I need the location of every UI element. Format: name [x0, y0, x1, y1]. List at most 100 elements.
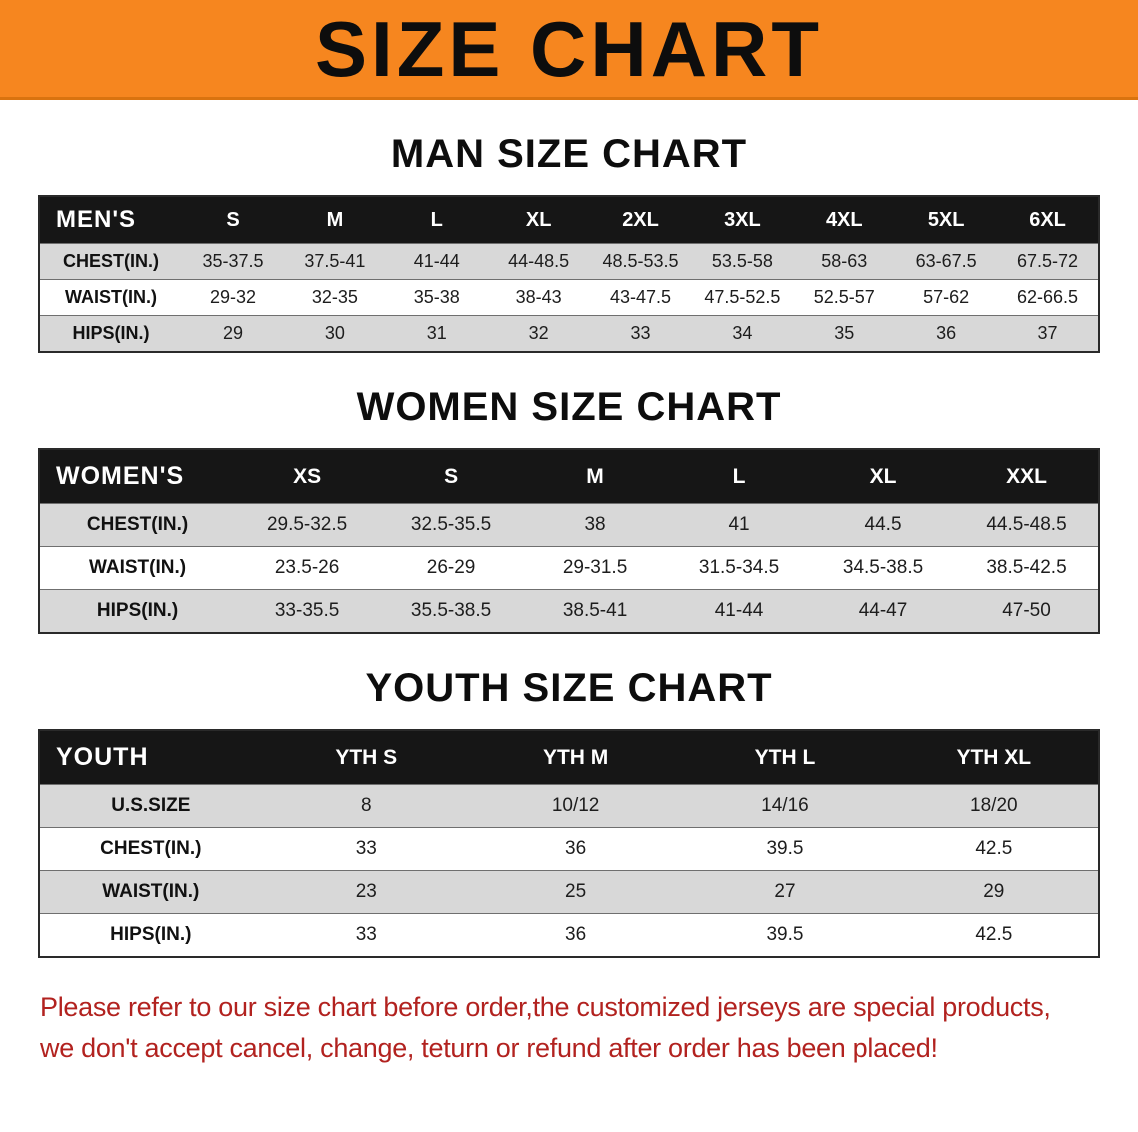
measurement-value: 39.5	[680, 913, 890, 958]
size-column-header: XS	[235, 448, 380, 504]
measurement-value: 38.5-41	[523, 589, 668, 634]
measurement-value: 31	[385, 315, 488, 353]
measurement-value: 29-31.5	[523, 546, 668, 590]
size-column-header: M	[283, 195, 386, 244]
size-column-header: YTH XL	[889, 729, 1099, 785]
measurement-label: CHEST(IN.)	[39, 503, 236, 547]
measurement-value: 35	[793, 315, 896, 353]
measurement-value: 42.5	[889, 913, 1099, 958]
size-column-header: 6XL	[997, 195, 1099, 244]
measurement-value: 8	[261, 784, 471, 828]
size-column-header: XL	[811, 448, 956, 504]
measurement-value: 30	[283, 315, 386, 353]
table-row: HIPS(IN.) 29 30 31 32 33 34 35 36 37	[39, 315, 1099, 353]
measurement-value: 33	[589, 315, 692, 353]
measurement-label: CHEST(IN.)	[39, 827, 262, 871]
measurement-value: 42.5	[889, 827, 1099, 871]
size-column-header: S	[182, 195, 284, 244]
size-column-header: 4XL	[793, 195, 896, 244]
table-row: WAIST(IN.) 23.5-26 26-29 29-31.5 31.5-34.5 34…	[39, 546, 1099, 590]
measurement-value: 29	[889, 870, 1099, 914]
women-section: WOMEN SIZE CHART WOMEN'S XS S M L XL XXL CHEST(…	[0, 385, 1138, 634]
size-column-header: 2XL	[589, 195, 692, 244]
disclaimer-line-1: Please refer to our size chart before or…	[40, 992, 1051, 1022]
measurement-value: 44-48.5	[487, 243, 590, 280]
banner: SIZE CHART	[0, 0, 1138, 100]
measurement-value: 33-35.5	[235, 589, 380, 634]
measurement-value: 35.5-38.5	[379, 589, 524, 634]
women-size-table: WOMEN'S XS S M L XL XXL CHEST(IN.) 29.5-32.5 32.5…	[38, 448, 1100, 634]
measurement-value: 34.5-38.5	[811, 546, 956, 590]
page-title: SIZE CHART	[315, 4, 823, 93]
measurement-value: 29-32	[182, 279, 284, 316]
measurement-value: 29	[182, 315, 284, 353]
size-column-header: 5XL	[895, 195, 998, 244]
measurement-value: 23	[261, 870, 471, 914]
measurement-value: 41-44	[385, 243, 488, 280]
table-title-cell: WOMEN'S	[39, 448, 236, 504]
measurement-value: 34	[691, 315, 794, 353]
measurement-value: 38-43	[487, 279, 590, 316]
measurement-value: 44.5	[811, 503, 956, 547]
measurement-value: 23.5-26	[235, 546, 380, 590]
table-row: CHEST(IN.) 35-37.5 37.5-41 41-44 44-48.5 48.5…	[39, 243, 1099, 280]
table-row: HIPS(IN.) 33 36 39.5 42.5	[39, 913, 1099, 958]
measurement-value: 39.5	[680, 827, 890, 871]
table-row: U.S.SIZE 8 10/12 14/16 18/20	[39, 784, 1099, 828]
measurement-value: 58-63	[793, 243, 896, 280]
measurement-value: 37	[997, 315, 1099, 353]
measurement-value: 36	[470, 913, 681, 958]
measurement-value: 36	[895, 315, 998, 353]
men-section: MAN SIZE CHART MEN'S S M L XL 2XL 3XL 4XL 5XL 6XL…	[0, 132, 1138, 353]
measurement-value: 57-62	[895, 279, 998, 316]
measurement-value: 29.5-32.5	[235, 503, 380, 547]
size-column-header: 3XL	[691, 195, 794, 244]
measurement-value: 18/20	[889, 784, 1099, 828]
size-column-header: L	[667, 448, 812, 504]
measurement-value: 14/16	[680, 784, 890, 828]
measurement-value: 27	[680, 870, 890, 914]
size-column-header: YTH S	[261, 729, 471, 785]
measurement-label: HIPS(IN.)	[39, 913, 262, 958]
measurement-label: WAIST(IN.)	[39, 870, 262, 914]
youth-section: YOUTH SIZE CHART YOUTH YTH S YTH M YTH L YTH…	[0, 666, 1138, 958]
disclaimer-line-2: we don't accept cancel, change, teturn o…	[40, 1033, 938, 1063]
table-title-cell: YOUTH	[39, 729, 262, 785]
table-header-row: YOUTH YTH S YTH M YTH L YTH XL	[39, 729, 1099, 785]
measurement-value: 38.5-42.5	[955, 546, 1099, 590]
measurement-value: 36	[470, 827, 681, 871]
size-column-header: L	[385, 195, 488, 244]
measurement-value: 37.5-41	[283, 243, 386, 280]
women-section-heading: WOMEN SIZE CHART	[356, 385, 782, 429]
measurement-value: 38	[523, 503, 668, 547]
measurement-label: WAIST(IN.)	[39, 279, 183, 316]
table-row: CHEST(IN.) 33 36 39.5 42.5	[39, 827, 1099, 871]
measurement-value: 47-50	[955, 589, 1099, 634]
measurement-value: 35-38	[385, 279, 488, 316]
measurement-value: 41-44	[667, 589, 812, 634]
measurement-value: 35-37.5	[182, 243, 284, 280]
measurement-value: 53.5-58	[691, 243, 794, 280]
youth-size-table: YOUTH YTH S YTH M YTH L YTH XL U.S.SIZE 8 10/12…	[38, 729, 1100, 958]
measurement-label: HIPS(IN.)	[39, 589, 236, 634]
measurement-label: U.S.SIZE	[39, 784, 262, 828]
size-column-header: YTH L	[680, 729, 890, 785]
size-column-header: S	[379, 448, 524, 504]
measurement-label: HIPS(IN.)	[39, 315, 183, 353]
measurement-label: WAIST(IN.)	[39, 546, 236, 590]
measurement-value: 32-35	[283, 279, 386, 316]
youth-section-heading: YOUTH SIZE CHART	[365, 666, 773, 710]
measurement-value: 26-29	[379, 546, 524, 590]
size-column-header: XXL	[955, 448, 1099, 504]
size-column-header: YTH M	[470, 729, 681, 785]
measurement-value: 32.5-35.5	[379, 503, 524, 547]
measurement-value: 67.5-72	[997, 243, 1099, 280]
measurement-value: 25	[470, 870, 681, 914]
table-row: CHEST(IN.) 29.5-32.5 32.5-35.5 38 41 44.5 44.5…	[39, 503, 1099, 547]
measurement-value: 31.5-34.5	[667, 546, 812, 590]
table-row: HIPS(IN.) 33-35.5 35.5-38.5 38.5-41 41-44 44-…	[39, 589, 1099, 634]
table-row: WAIST(IN.) 29-32 32-35 35-38 38-43 43-47.5 47.…	[39, 279, 1099, 316]
measurement-value: 44-47	[811, 589, 956, 634]
measurement-value: 41	[667, 503, 812, 547]
table-header-row: WOMEN'S XS S M L XL XXL	[39, 448, 1099, 504]
